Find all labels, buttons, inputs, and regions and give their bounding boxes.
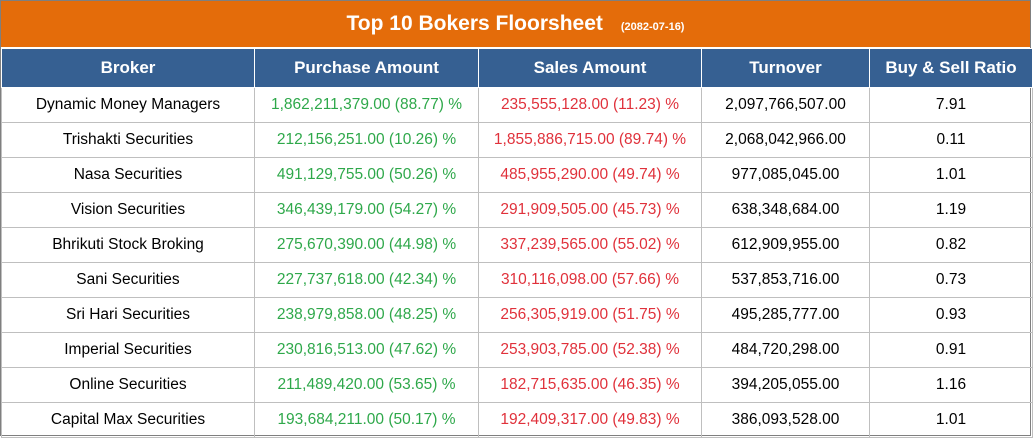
table-row: Bhrikuti Stock Broking 275,670,390.00 (4… <box>1 227 1033 263</box>
header-broker: Broker <box>1 48 255 88</box>
purchase-cell: 230,816,513.00 (47.62) % <box>254 332 479 368</box>
turnover-cell: 2,068,042,966.00 <box>701 122 870 158</box>
purchase-cell: 211,489,420.00 (53.65) % <box>254 367 479 403</box>
sales-cell: 192,409,317.00 (49.83) % <box>478 402 702 438</box>
header-purchase-amount: Purchase Amount <box>254 48 479 88</box>
broker-cell: Sri Hari Securities <box>1 297 255 333</box>
sales-cell: 235,555,128.00 (11.23) % <box>478 87 702 123</box>
turnover-cell: 638,348,684.00 <box>701 192 870 228</box>
ratio-cell: 1.01 <box>869 402 1033 438</box>
ratio-cell: 0.91 <box>869 332 1033 368</box>
table-row: Online Securities 211,489,420.00 (53.65)… <box>1 367 1033 403</box>
broker-cell: Trishakti Securities <box>1 122 255 158</box>
header-buy-sell-ratio: Buy & Sell Ratio <box>869 48 1033 88</box>
sales-cell: 310,116,098.00 (57.66) % <box>478 262 702 298</box>
turnover-cell: 2,097,766,507.00 <box>701 87 870 123</box>
header-turnover: Turnover <box>701 48 870 88</box>
header-sales-amount: Sales Amount <box>478 48 702 88</box>
sales-cell: 337,239,565.00 (55.02) % <box>478 227 702 263</box>
table-row: Capital Max Securities 193,684,211.00 (5… <box>1 402 1033 438</box>
turnover-cell: 386,093,528.00 <box>701 402 870 438</box>
sales-cell: 291,909,505.00 (45.73) % <box>478 192 702 228</box>
purchase-cell: 238,979,858.00 (48.25) % <box>254 297 479 333</box>
purchase-cell: 346,439,179.00 (54.27) % <box>254 192 479 228</box>
turnover-cell: 977,085,045.00 <box>701 157 870 193</box>
title-date: (2082-07-16) <box>620 20 685 33</box>
ratio-cell: 0.11 <box>869 122 1033 158</box>
sales-cell: 485,955,290.00 (49.74) % <box>478 157 702 193</box>
ratio-cell: 1.16 <box>869 367 1033 403</box>
sales-cell: 182,715,635.00 (46.35) % <box>478 367 702 403</box>
ratio-cell: 0.93 <box>869 297 1033 333</box>
sales-cell: 1,855,886,715.00 (89.74) % <box>478 122 702 158</box>
ratio-cell: 7.91 <box>869 87 1033 123</box>
title-bar: Top 10 Bokers Floorsheet (2082-07-16) <box>1 1 1030 48</box>
broker-cell: Imperial Securities <box>1 332 255 368</box>
table-row: Dynamic Money Managers 1,862,211,379.00 … <box>1 87 1033 123</box>
broker-cell: Online Securities <box>1 367 255 403</box>
broker-cell: Dynamic Money Managers <box>1 87 255 123</box>
table-row: Imperial Securities 230,816,513.00 (47.6… <box>1 332 1033 368</box>
broker-cell: Vision Securities <box>1 192 255 228</box>
ratio-cell: 1.19 <box>869 192 1033 228</box>
broker-cell: Capital Max Securities <box>1 402 255 438</box>
table-row: Sani Securities 227,737,618.00 (42.34) %… <box>1 262 1033 298</box>
purchase-cell: 212,156,251.00 (10.26) % <box>254 122 479 158</box>
brokers-table: Broker Purchase Amount Sales Amount Turn… <box>1 48 1033 438</box>
purchase-cell: 227,737,618.00 (42.34) % <box>254 262 479 298</box>
header-row: Broker Purchase Amount Sales Amount Turn… <box>1 48 1033 88</box>
ratio-cell: 0.82 <box>869 227 1033 263</box>
broker-cell: Nasa Securities <box>1 157 255 193</box>
table-row: Sri Hari Securities 238,979,858.00 (48.2… <box>1 297 1033 333</box>
table-row: Trishakti Securities 212,156,251.00 (10.… <box>1 122 1033 158</box>
purchase-cell: 193,684,211.00 (50.17) % <box>254 402 479 438</box>
turnover-cell: 495,285,777.00 <box>701 297 870 333</box>
turnover-cell: 484,720,298.00 <box>701 332 870 368</box>
turnover-cell: 394,205,055.00 <box>701 367 870 403</box>
sales-cell: 256,305,919.00 (51.75) % <box>478 297 702 333</box>
turnover-cell: 612,909,955.00 <box>701 227 870 263</box>
broker-cell: Bhrikuti Stock Broking <box>1 227 255 263</box>
ratio-cell: 1.01 <box>869 157 1033 193</box>
purchase-cell: 491,129,755.00 (50.26) % <box>254 157 479 193</box>
purchase-cell: 1,862,211,379.00 (88.77) % <box>254 87 479 123</box>
broker-cell: Sani Securities <box>1 262 255 298</box>
table-row: Nasa Securities 491,129,755.00 (50.26) %… <box>1 157 1033 193</box>
table-row: Vision Securities 346,439,179.00 (54.27)… <box>1 192 1033 228</box>
purchase-cell: 275,670,390.00 (44.98) % <box>254 227 479 263</box>
ratio-cell: 0.73 <box>869 262 1033 298</box>
turnover-cell: 537,853,716.00 <box>701 262 870 298</box>
sales-cell: 253,903,785.00 (52.38) % <box>478 332 702 368</box>
page-title: Top 10 Bokers Floorsheet <box>346 12 603 35</box>
